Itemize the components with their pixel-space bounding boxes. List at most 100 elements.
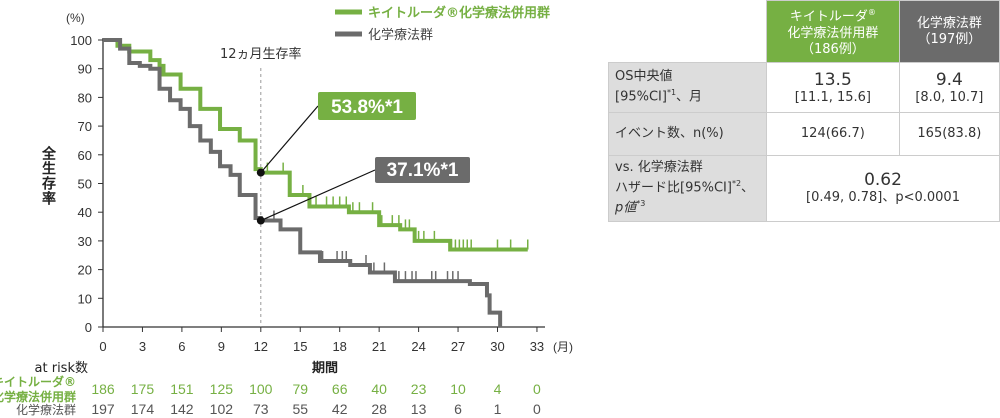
- row-label: イベント数、n(%): [608, 112, 767, 156]
- at-risk-value: 175: [131, 381, 155, 397]
- at-risk-value: 40: [371, 381, 387, 397]
- ci: [11.1, 15.6]: [794, 89, 872, 105]
- row-label: vs. 化学療法群ハザード比[95%CI]*2、 p値*3: [608, 155, 767, 222]
- label: ハザード比[95%CI]: [615, 180, 732, 196]
- at-risk-title: at risk数: [35, 361, 88, 376]
- x-tick-label: 18: [332, 339, 346, 354]
- x-tick-label: 12: [254, 339, 268, 354]
- y-tick-label: 60: [78, 148, 92, 163]
- at-risk-value: 28: [371, 401, 387, 417]
- y-tick-label: 90: [78, 62, 92, 77]
- at-risk-value: 66: [332, 381, 348, 397]
- y-tick-label: 40: [78, 205, 92, 220]
- at-risk-value: 79: [292, 381, 308, 397]
- at-risk-value: 0: [533, 401, 541, 417]
- at-risk-value: 102: [210, 401, 234, 417]
- y-axis-label: 全生存率: [40, 146, 56, 206]
- header-text: 化学療法併用群: [787, 25, 879, 41]
- cell: 124(66.7): [766, 112, 900, 156]
- header-text: （186例）: [800, 41, 865, 57]
- y-tick-label: 100: [70, 33, 92, 48]
- header-text: （197例）: [917, 31, 982, 47]
- x-tick-label: 9: [218, 339, 225, 354]
- at-risk-row-label: キイトルーダ®: [0, 374, 76, 389]
- ci: [8.0, 10.7]: [915, 89, 984, 105]
- at-risk-value: 151: [170, 381, 194, 397]
- at-risk-value: 73: [253, 401, 269, 417]
- sup: *2: [731, 179, 742, 188]
- y-tick-label: 50: [78, 177, 92, 192]
- at-risk-value: 13: [411, 401, 427, 417]
- at-risk-value: 6: [454, 401, 462, 417]
- at-risk-row-label: 化学療法群: [16, 402, 76, 417]
- survival-curve: [103, 38, 503, 327]
- x-tick-label: 0: [99, 339, 106, 354]
- y-tick-label: 0: [85, 320, 92, 335]
- callout-label: 37.1%*1: [387, 160, 459, 181]
- at-risk-value: 1: [494, 401, 502, 417]
- at-risk-value: 142: [170, 401, 194, 417]
- cell: 0.62 [0.49, 0.78]、p<0.0001: [766, 155, 1000, 222]
- cell: 13.5 [11.1, 15.6]: [766, 62, 900, 113]
- x-tick-label: 15: [293, 339, 307, 354]
- label: 、: [741, 180, 755, 196]
- at-risk-value: 55: [292, 401, 308, 417]
- x-axis-label: 期間: [312, 361, 338, 376]
- table-corner: [608, 0, 767, 63]
- value: 9.4: [935, 69, 963, 90]
- callout-leader: [260, 105, 319, 173]
- ci: [0.49, 0.78]、p<0.0001: [806, 190, 960, 206]
- table-row: イベント数、n(%) 124(66.7) 165(83.8): [608, 112, 1000, 156]
- x-tick-label: 6: [178, 339, 185, 354]
- label: p値: [615, 200, 637, 216]
- at-risk-value: 23: [411, 381, 427, 397]
- at-risk-value: 10: [450, 381, 466, 397]
- callout-dot: [256, 168, 265, 177]
- label: vs. 化学療法群: [615, 160, 703, 175]
- legend-label: キイトルーダ®化学療法併用群: [368, 5, 550, 21]
- callout-box: [318, 92, 416, 120]
- cell: 165(83.8): [898, 112, 1000, 156]
- header-pembro: キイトルーダ® 化学療法併用群 （186例）: [766, 0, 900, 63]
- sup: *3: [636, 199, 646, 209]
- table-row: OS中央値 [95%CI]*1、月 13.5 [11.1, 15.6] 9.4 [8.…: [608, 62, 1000, 113]
- y-tick-label: 10: [78, 291, 92, 306]
- x-tick-label: 24: [411, 339, 425, 354]
- at-risk-value: 125: [210, 381, 234, 397]
- survival-curve: [103, 38, 528, 252]
- at-risk-value: 0: [533, 381, 541, 397]
- label: [95%CI]: [615, 89, 667, 105]
- at-risk-value: 4: [494, 381, 502, 397]
- callout-dot: [256, 216, 265, 225]
- y-tick-label: 80: [78, 90, 92, 105]
- callout-label: 53.8%*1: [331, 97, 403, 118]
- y-tick-label: 20: [78, 263, 92, 278]
- at-risk-value: 100: [249, 381, 273, 397]
- callout-box: [375, 157, 470, 183]
- cell: 9.4 [8.0, 10.7]: [898, 62, 1000, 113]
- label: OS中央値: [615, 69, 673, 85]
- x-unit: (月): [553, 340, 573, 354]
- y-tick-label: 70: [78, 119, 92, 134]
- reference-line-label: 12ヵ月生存率: [220, 46, 302, 62]
- at-risk-value: 197: [91, 401, 115, 417]
- label: 、月: [676, 89, 703, 105]
- header-text: キイトルーダ: [789, 9, 868, 25]
- row-label: OS中央値 [95%CI]*1、月: [608, 62, 767, 113]
- value: 0.62: [864, 170, 902, 191]
- x-tick-label: 33: [530, 339, 544, 354]
- sup: ®: [867, 8, 876, 18]
- y-tick-label: 30: [78, 234, 92, 249]
- header-text: 化学療法群: [916, 15, 982, 31]
- legend-label: 化学療法群: [368, 27, 433, 43]
- x-tick-label: 30: [490, 339, 504, 354]
- at-risk-value: 186: [91, 381, 115, 397]
- at-risk-value: 42: [332, 401, 348, 417]
- callout-leader: [260, 169, 376, 222]
- y-unit: (%): [66, 11, 85, 25]
- value: 13.5: [813, 69, 852, 90]
- x-tick-label: 21: [372, 339, 386, 354]
- x-tick-label: 3: [139, 339, 146, 354]
